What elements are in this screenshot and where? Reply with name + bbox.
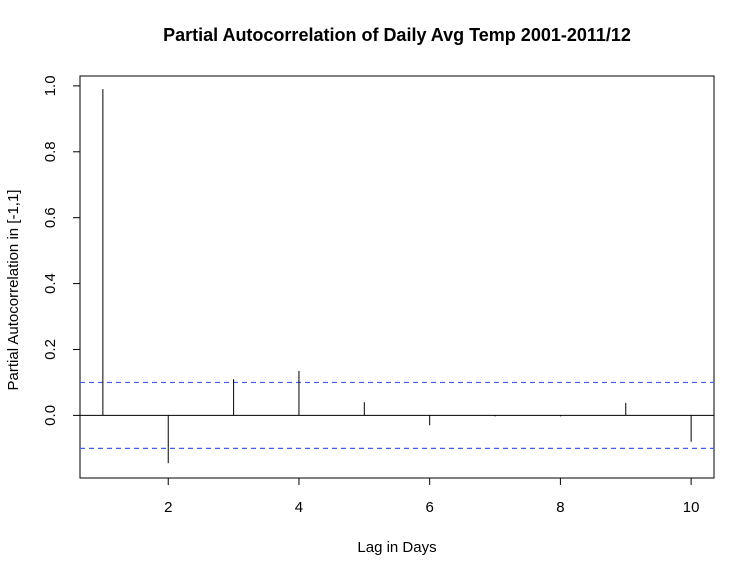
x-tick-label: 6	[426, 499, 434, 516]
x-axis: 2 4 6 8 10	[164, 477, 700, 516]
y-tick-label: 0.6	[42, 207, 59, 228]
x-tick-label: 8	[556, 499, 564, 516]
chart-title: Partial Autocorrelation of Daily Avg Tem…	[163, 25, 631, 45]
x-tick-label: 4	[295, 499, 303, 516]
x-tick-label: 2	[164, 499, 172, 516]
x-axis-label: Lag in Days	[357, 539, 436, 556]
y-tick-label: 0.4	[42, 273, 59, 294]
y-tick-label: 0.2	[42, 339, 59, 360]
plot-frame	[79, 75, 715, 479]
y-tick-label: 0.0	[42, 405, 59, 426]
x-tick-label: 10	[683, 499, 700, 516]
y-axis-label: Partial Autocorrelation in [-1,1]	[5, 190, 22, 391]
y-tick-label: 0.8	[42, 141, 59, 162]
y-axis: 0.0 0.2 0.4 0.6 0.8 1.0	[42, 75, 81, 426]
confidence-bounds	[80, 381, 714, 449]
pacf-bars	[102, 89, 692, 464]
y-tick-label: 1.0	[42, 75, 59, 96]
